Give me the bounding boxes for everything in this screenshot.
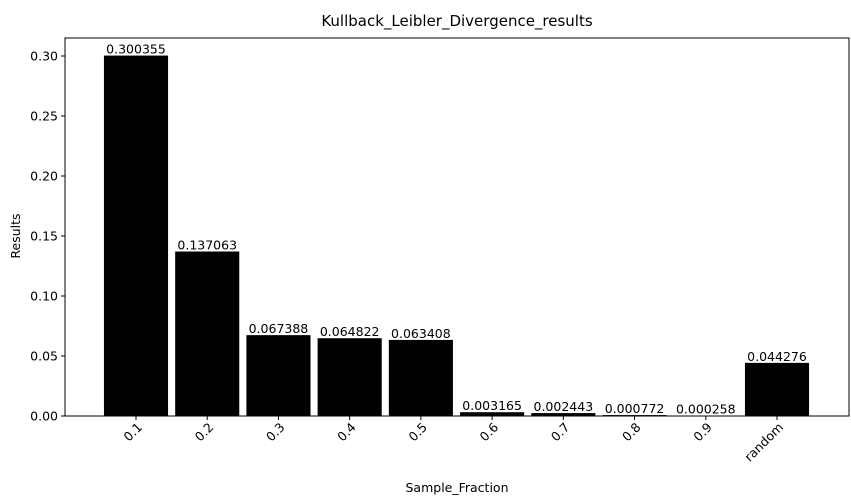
x-tick-label: 0.9	[690, 419, 715, 444]
bar	[103, 55, 169, 416]
y-tick-label: 0.25	[30, 109, 58, 124]
plot-area	[103, 55, 810, 417]
bar-value-label: 0.300355	[106, 42, 166, 57]
bar	[388, 339, 453, 416]
bar	[246, 335, 311, 416]
bar-value-label: 0.067388	[249, 321, 309, 336]
bar-value-label: 0.002443	[534, 399, 594, 414]
bar-value-label: 0.137063	[177, 238, 237, 253]
y-axis-label: Results	[8, 213, 23, 258]
x-axis-label: Sample_Fraction	[405, 480, 508, 495]
y-tick-label: 0.00	[30, 409, 58, 424]
x-tick-label: 0.5	[405, 420, 430, 445]
axes-frame	[64, 37, 850, 417]
bar	[175, 251, 240, 416]
x-tick-label: 0.2	[192, 420, 217, 445]
bar	[460, 412, 525, 416]
chart-title: Kullback_Leibler_Divergence_results	[321, 12, 593, 31]
bar-value-label: 0.064822	[320, 324, 380, 339]
x-tick-label: 0.8	[619, 419, 644, 444]
x-tick-label: 0.3	[263, 420, 288, 445]
x-tick-label: 0.4	[334, 419, 359, 444]
bar	[317, 338, 382, 416]
bar-value-label: 0.003165	[462, 398, 522, 413]
bar-value-label: 0.044276	[747, 349, 807, 364]
x-tick-label: random	[741, 420, 786, 465]
y-tick-label: 0.30	[30, 49, 58, 64]
x-tick-label: 0.7	[548, 420, 573, 445]
bar-value-label: 0.000258	[676, 402, 736, 417]
y-tick-label: 0.05	[30, 349, 58, 364]
bar-value-label: 0.063408	[391, 326, 451, 341]
y-tick-label: 0.10	[30, 289, 58, 304]
y-tick-label: 0.15	[30, 229, 58, 244]
y-tick-label: 0.20	[30, 169, 58, 184]
bar-value-label: 0.000772	[605, 401, 665, 416]
bar	[531, 413, 596, 416]
x-tick-label: 0.6	[477, 419, 502, 444]
bar	[744, 362, 810, 416]
x-tick-label: 0.1	[120, 420, 145, 445]
